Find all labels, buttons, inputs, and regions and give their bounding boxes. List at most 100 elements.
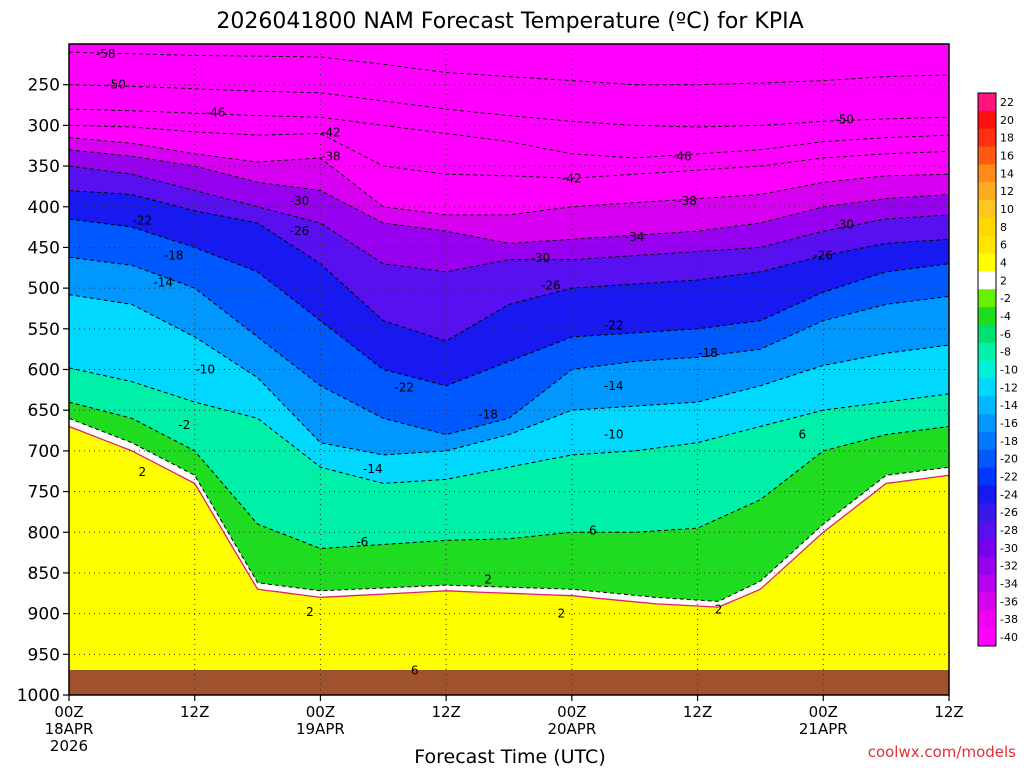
- contour-label: -50: [834, 113, 854, 127]
- colorbar-label: 22: [1000, 96, 1014, 109]
- contour-labels: -58-50-46-42-38-42-46-50-30-26-22-18-14-…: [96, 47, 854, 678]
- contour-label: -18: [478, 407, 498, 421]
- colorbar-label: -12: [1000, 381, 1018, 394]
- contour-label: -42: [562, 171, 582, 185]
- colorbar-label: 10: [1000, 203, 1014, 216]
- y-tick-label: 650: [28, 401, 60, 421]
- contour-label: -10: [195, 363, 215, 377]
- isotherm-2: [68, 425, 950, 608]
- zero-degree-line: [68, 417, 950, 608]
- contour-label: -14: [604, 379, 624, 393]
- y-tick-label: 600: [28, 361, 60, 381]
- ground-fill: [69, 670, 949, 695]
- x-tick-label: 20APR: [547, 720, 596, 738]
- contour-label: 6: [589, 524, 597, 538]
- y-tick-label: 800: [28, 523, 60, 543]
- colorbar-swatch: [978, 574, 996, 593]
- x-tick-label: 21APR: [799, 720, 848, 738]
- colorbar-label: 16: [1000, 149, 1014, 162]
- colorbar-swatch: [978, 324, 996, 344]
- isotherm--2: [68, 417, 950, 602]
- colorbar-label: 6: [1000, 239, 1007, 252]
- contour-label: -14: [363, 462, 383, 476]
- colorbar-label: -4: [1000, 310, 1011, 323]
- colorbar-swatch: [978, 253, 996, 272]
- colorbar-swatch: [978, 610, 996, 629]
- contour-label: 2: [484, 572, 492, 586]
- contour-label: 2: [715, 603, 723, 617]
- colorbar-label: -10: [1000, 364, 1018, 377]
- contour-label: -38: [321, 149, 341, 163]
- contour-label: -22: [394, 380, 414, 394]
- contour-label: 6: [799, 428, 807, 442]
- colorbar-swatch: [978, 200, 996, 219]
- contour-label: -6: [356, 535, 368, 549]
- contour-label: -42: [321, 126, 341, 140]
- contour-label: -18: [698, 346, 718, 360]
- x-tick-label: 18APR: [45, 720, 94, 738]
- y-tick-label: 400: [28, 198, 60, 218]
- y-tick-label: 500: [28, 279, 60, 299]
- x-tick-label: 00Z: [306, 703, 335, 721]
- contour-label: -26: [541, 279, 561, 293]
- colorbar-swatch: [978, 146, 996, 165]
- chart-title: 2026041800 NAM Forecast Temperature (ºC)…: [216, 9, 803, 34]
- colorbar-label: 20: [1000, 114, 1014, 127]
- colorbar-label: -32: [1000, 560, 1018, 573]
- contour-label: -26: [813, 249, 833, 263]
- isotherm--30: [68, 165, 950, 273]
- isotherm--34: [68, 149, 950, 244]
- contour-label: -30: [531, 251, 551, 265]
- colorbar-label: -18: [1000, 435, 1018, 448]
- colorbar-swatch: [978, 342, 996, 362]
- isotherm--18: [68, 256, 950, 436]
- y-tick-label: 450: [28, 238, 60, 258]
- colorbar-label: -30: [1000, 542, 1018, 555]
- colorbar-label: -26: [1000, 506, 1018, 519]
- colorbar-label: -38: [1000, 613, 1018, 626]
- colorbar-label: 2: [1000, 274, 1007, 287]
- colorbar-swatch: [978, 271, 996, 290]
- colorbar-label: -22: [1000, 471, 1018, 484]
- contour-label: -22: [604, 319, 624, 333]
- colorbar-label: -8: [1000, 346, 1011, 359]
- x-tick-label: 12Z: [180, 703, 209, 721]
- colorbar-label: -24: [1000, 488, 1018, 501]
- contour-label: -26: [290, 224, 310, 238]
- isotherm--58: [68, 51, 950, 86]
- colorbar-swatch: [978, 449, 996, 469]
- y-tick-label: 550: [28, 320, 60, 340]
- contour-label: -58: [96, 47, 116, 61]
- band-above-2: [69, 426, 949, 695]
- colorbar-swatch: [978, 110, 996, 130]
- colorbar-label: 4: [1000, 256, 1007, 269]
- isotherm--14: [68, 294, 950, 456]
- colorbar-swatch: [978, 93, 996, 112]
- temperature-field: [69, 44, 949, 696]
- isotherm--6: [68, 401, 950, 550]
- contour-label: -30: [290, 194, 310, 208]
- contour-label: 2: [558, 607, 566, 621]
- colorbar-label: -36: [1000, 595, 1018, 608]
- isotherm--46: [68, 108, 950, 159]
- colorbar-swatch: [978, 592, 996, 611]
- y-tick-label: 250: [28, 76, 60, 96]
- colorbar-swatch: [978, 235, 996, 255]
- y-axis-ticks: 250 300 350 400 450 500 550 600 650 700 750 800 850 9…: [17, 76, 69, 706]
- colorbar-swatch: [978, 360, 996, 379]
- colorbar-swatch: [978, 538, 996, 558]
- isotherm--26: [68, 190, 950, 342]
- x-tick-label: 12Z: [683, 703, 712, 721]
- isotherm--22: [68, 218, 950, 387]
- y-tick-label: 900: [28, 605, 60, 625]
- colorbar-swatch: [978, 431, 996, 451]
- isotherm--38: [68, 137, 950, 216]
- colorbar-label: 12: [1000, 185, 1014, 198]
- colorbar-swatch: [978, 164, 996, 183]
- colorbar-frame: [977, 92, 997, 647]
- y-tick-label: 350: [28, 157, 60, 177]
- colorbar-swatch: [978, 182, 996, 201]
- colorbar-swatch: [978, 378, 996, 397]
- colorbar-swatch: [978, 485, 996, 504]
